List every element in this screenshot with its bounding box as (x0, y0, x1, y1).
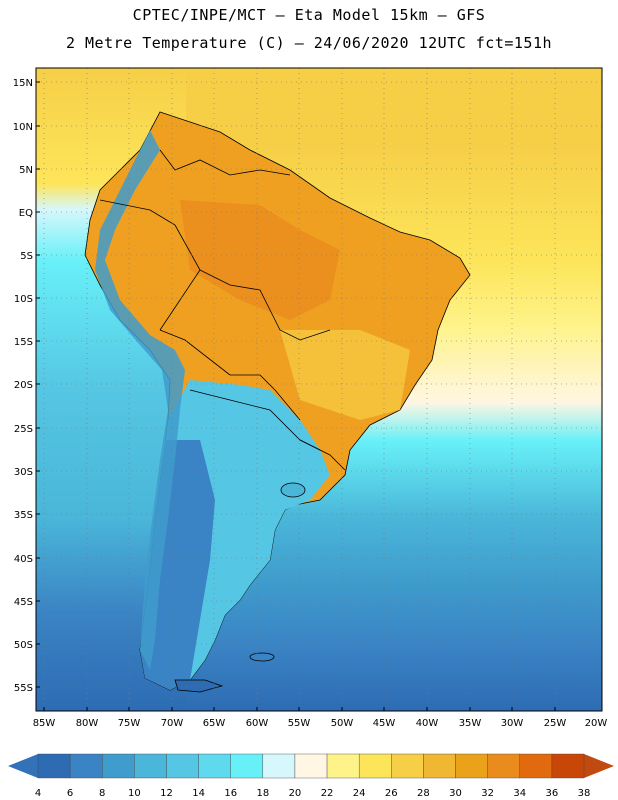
lon-label: 35W (459, 718, 482, 729)
legend-value-label: 14 (192, 788, 205, 799)
legend-color-cell (423, 753, 456, 779)
lat-label: 50S (14, 640, 33, 651)
temperature-legend: 4 6 8 10 12 14 16 18 20 22 24 26 28 30 32 34 36 38 (8, 753, 614, 799)
legend-value-label: 26 (385, 788, 398, 799)
legend-value-label: 18 (256, 788, 269, 799)
legend-color-cell (391, 753, 424, 779)
map-title-line2: 2 Metre Temperature (C) — 24/06/2020 12U… (65, 34, 553, 52)
lon-label: 25W (544, 718, 567, 729)
longitude-labels: 85W 80W 75W 70W 65W 60W 55W 50W 45W 40W … (33, 718, 608, 729)
lat-label: 5N (19, 165, 33, 176)
map-frame (35, 67, 603, 712)
lon-label: 20W (585, 718, 608, 729)
legend-low-arrow (8, 754, 38, 778)
legend-value-label: 8 (99, 788, 105, 799)
legend-color-cell (262, 753, 296, 779)
lon-label: 85W (33, 718, 56, 729)
axis-ticks (36, 81, 556, 711)
lon-label: 60W (246, 718, 269, 729)
lon-label: 40W (416, 718, 439, 729)
legend-color-cell (134, 753, 167, 779)
legend-value-label: 24 (353, 788, 366, 799)
lon-label: 45W (373, 718, 396, 729)
legend-color-cell (487, 753, 520, 779)
legend-color-cell (37, 753, 71, 779)
legend-color-cell (358, 753, 392, 779)
legend-value-label: 30 (449, 788, 462, 799)
legend-color-cell (455, 753, 488, 779)
lat-label: 15N (13, 78, 33, 89)
legend-value-label: 36 (546, 788, 559, 799)
lat-label: 10S (14, 294, 33, 305)
legend-value-label: 28 (417, 788, 430, 799)
map-title-line1: CPTEC/INPE/MCT — Eta Model 15km — GFS (132, 6, 486, 24)
lat-label: EQ (19, 208, 33, 219)
legend-value-label: 16 (224, 788, 237, 799)
legend-color-cell (294, 753, 328, 779)
lat-label: 30S (14, 467, 33, 478)
lat-label: 40S (14, 554, 33, 565)
lon-label: 65W (203, 718, 226, 729)
country-borders (99, 149, 346, 471)
legend-value-label: 22 (321, 788, 334, 799)
lat-label: 55S (14, 683, 33, 694)
lon-label: 50W (331, 718, 354, 729)
lat-label: 20S (14, 380, 33, 391)
legend-value-label: 4 (35, 788, 41, 799)
lon-label: 30W (501, 718, 524, 729)
andes-ridge (95, 130, 185, 670)
lat-label: 5S (20, 251, 33, 262)
latitude-labels: 15N 10N 5N EQ 5S 10S 15S 20S 25S 30S 35S… (13, 78, 33, 694)
legend-value-label: 34 (513, 788, 526, 799)
legend-color-cell (519, 753, 553, 779)
lon-label: 80W (76, 718, 99, 729)
falkland-islands (249, 652, 275, 662)
legend-value-label: 10 (128, 788, 141, 799)
legend-color-cell (230, 753, 264, 779)
tierra-del-fuego (174, 679, 224, 693)
lon-label: 70W (161, 718, 184, 729)
legend-value-label: 20 (289, 788, 302, 799)
legend-value-label: 12 (160, 788, 173, 799)
graticule (36, 68, 602, 711)
cerrado-band (280, 330, 410, 420)
legend-value-label: 32 (481, 788, 494, 799)
legend-high-arrow (584, 754, 614, 778)
legend-color-cell (102, 753, 135, 779)
lat-label: 35S (14, 510, 33, 521)
legend-color-cell (551, 753, 585, 779)
lat-label: 45S (14, 597, 33, 608)
lagoa-patos (280, 482, 306, 498)
legend-color-cell (326, 753, 360, 779)
legend-color-cell (198, 753, 231, 779)
brazil-warm-core (180, 200, 340, 320)
legend-value-label: 6 (67, 788, 73, 799)
legend-value-label: 38 (578, 788, 591, 799)
lat-label: 25S (14, 424, 33, 435)
lon-label: 55W (288, 718, 311, 729)
lon-label: 75W (118, 718, 141, 729)
lat-label: 10N (13, 122, 33, 133)
legend-color-cell (166, 753, 199, 779)
lat-label: 15S (14, 337, 33, 348)
legend-color-cell (69, 753, 103, 779)
